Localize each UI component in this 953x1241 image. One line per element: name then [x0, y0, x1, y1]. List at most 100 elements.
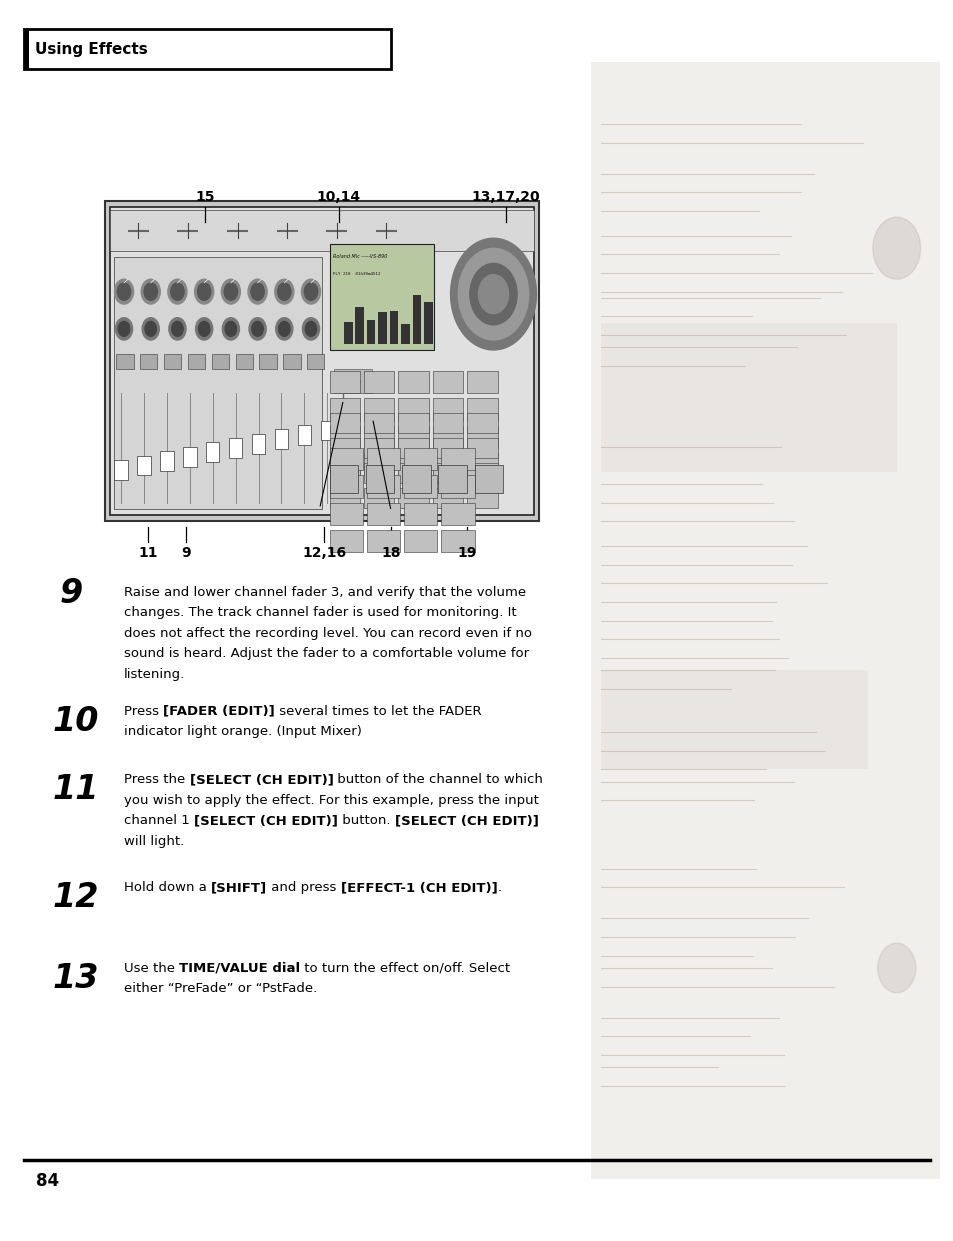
Text: 9: 9 [181, 546, 191, 560]
Bar [330, 465, 358, 493]
Bar [437, 465, 467, 493]
Text: Press the: Press the [124, 773, 190, 786]
Bar [440, 475, 475, 498]
Circle shape [278, 321, 290, 336]
Bar [398, 398, 429, 421]
Bar [274, 429, 288, 449]
Text: .: . [497, 881, 501, 894]
Bar [432, 463, 463, 483]
Text: [EFFECT-1 (CH EDIT)]: [EFFECT-1 (CH EDIT)] [340, 881, 497, 894]
Bar [330, 413, 360, 433]
Bar [467, 398, 497, 421]
Bar [307, 354, 324, 369]
Text: channel 1: channel 1 [124, 814, 193, 827]
Bar [364, 438, 395, 458]
Bar [467, 371, 497, 393]
Circle shape [198, 321, 210, 336]
Circle shape [114, 279, 133, 304]
Text: TIME/VALUE dial: TIME/VALUE dial [179, 962, 300, 974]
Text: will light.: will light. [124, 834, 184, 848]
Bar [364, 488, 395, 508]
Bar [364, 426, 395, 448]
Text: indicator light orange. (Input Mixer): indicator light orange. (Input Mixer) [124, 725, 361, 738]
Circle shape [141, 279, 160, 304]
Bar [364, 413, 395, 433]
Circle shape [171, 283, 184, 300]
Bar [367, 530, 400, 552]
Text: Roland Mic -----VS-890: Roland Mic -----VS-890 [334, 254, 387, 259]
Bar [252, 433, 265, 453]
Bar [334, 369, 372, 393]
Circle shape [222, 318, 239, 340]
Text: either “PreFade” or “PstFade.: either “PreFade” or “PstFade. [124, 983, 317, 995]
Text: [SELECT (CH EDIT)]: [SELECT (CH EDIT)] [193, 814, 337, 827]
Circle shape [450, 238, 536, 350]
Text: 12,16: 12,16 [302, 546, 346, 560]
Bar [367, 503, 400, 525]
Circle shape [195, 318, 213, 340]
Bar [116, 354, 133, 369]
Text: 9: 9 [60, 577, 83, 611]
Text: Press: Press [124, 705, 163, 717]
Bar [330, 453, 360, 475]
Bar [164, 354, 181, 369]
Text: 84: 84 [36, 1173, 59, 1190]
Bar [390, 311, 398, 344]
Bar [330, 448, 363, 470]
Circle shape [248, 279, 267, 304]
Bar [432, 371, 463, 393]
Circle shape [877, 943, 915, 993]
Bar [367, 320, 375, 344]
Circle shape [274, 279, 294, 304]
Text: 13,17,20: 13,17,20 [471, 190, 539, 204]
Text: 13: 13 [52, 962, 99, 995]
Bar [432, 426, 463, 448]
Circle shape [169, 318, 186, 340]
Circle shape [275, 318, 293, 340]
Bar [398, 371, 429, 393]
Text: sound is heard. Adjust the fader to a comfortable volume for: sound is heard. Adjust the fader to a co… [124, 648, 529, 660]
Bar [404, 475, 436, 498]
Circle shape [470, 263, 517, 325]
Bar [330, 503, 363, 525]
Bar [432, 438, 463, 458]
Text: Using Effects: Using Effects [35, 41, 148, 57]
Circle shape [115, 318, 132, 340]
Text: Hold down a: Hold down a [124, 881, 211, 894]
Bar [432, 488, 463, 508]
Bar [137, 455, 151, 475]
Bar [467, 413, 497, 433]
Bar [600, 670, 867, 769]
Text: 10,14: 10,14 [316, 190, 360, 204]
Circle shape [872, 217, 920, 279]
Text: MASTER: MASTER [344, 380, 361, 385]
Text: [FADER (EDIT)]: [FADER (EDIT)] [163, 705, 274, 717]
Bar [320, 421, 334, 441]
Bar [600, 323, 896, 472]
Circle shape [305, 321, 316, 336]
Text: 12: 12 [52, 881, 99, 915]
Bar [467, 463, 497, 483]
Bar [259, 354, 276, 369]
Bar [398, 453, 429, 475]
Bar [188, 354, 205, 369]
Bar [367, 448, 400, 470]
Circle shape [117, 283, 131, 300]
Bar [366, 465, 394, 493]
Bar [330, 475, 363, 498]
Bar [229, 438, 242, 458]
Bar [432, 453, 463, 475]
Bar [206, 443, 219, 463]
Bar [335, 428, 352, 453]
Circle shape [251, 283, 264, 300]
Text: 15: 15 [195, 190, 214, 204]
Bar [440, 530, 475, 552]
Bar [140, 354, 157, 369]
Circle shape [142, 318, 159, 340]
Bar [467, 453, 497, 475]
Circle shape [302, 318, 319, 340]
Circle shape [304, 283, 317, 300]
Bar [283, 354, 300, 369]
Circle shape [252, 321, 263, 336]
Bar [440, 448, 475, 470]
